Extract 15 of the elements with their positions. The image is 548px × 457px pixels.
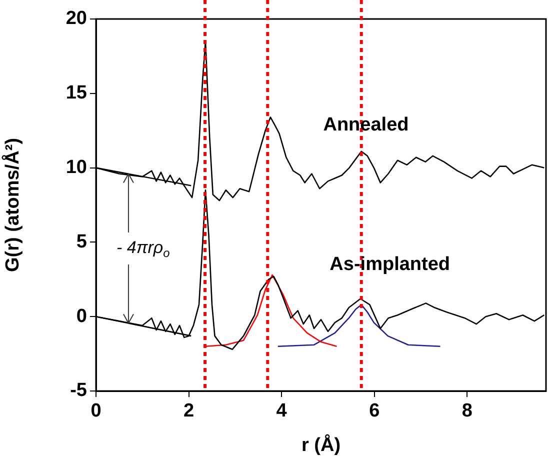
x-tick-label: 6 xyxy=(369,400,380,422)
y-tick-label: -5 xyxy=(70,380,88,402)
annotation: As-implanted xyxy=(330,254,450,275)
y-tick-label: 5 xyxy=(76,231,88,252)
y-tick-label: 20 xyxy=(66,8,87,30)
x-tick-label: 8 xyxy=(462,400,472,422)
y-tick-label: 10 xyxy=(66,157,87,178)
y-axis-title: G(r) (atoms/Å²) xyxy=(2,138,24,272)
x-tick-label: 0 xyxy=(90,400,102,422)
x-axis-title: r (Å) xyxy=(301,434,341,456)
x-tick-label: 4 xyxy=(276,400,288,422)
y-tick-label: 0 xyxy=(76,306,87,327)
annotation: Annealed xyxy=(323,114,409,136)
y-tick-label: 15 xyxy=(66,82,88,104)
x-tick-label: 2 xyxy=(183,400,194,422)
